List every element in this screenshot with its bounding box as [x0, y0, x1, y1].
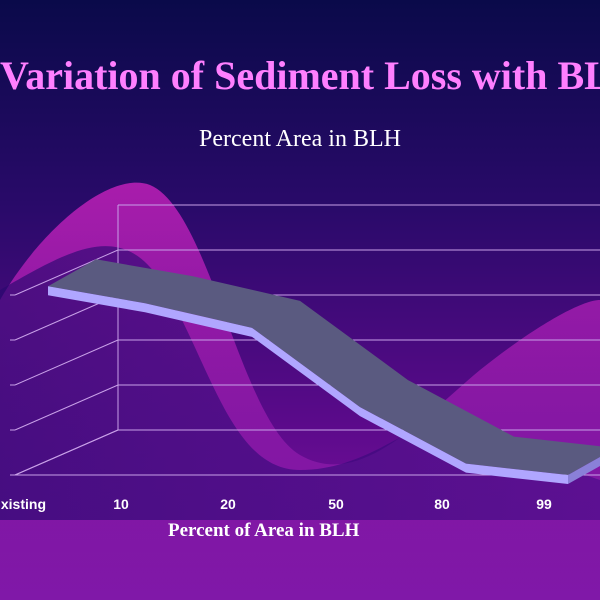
slide-title: Variation of Sediment Loss with BLH	[0, 53, 600, 98]
ribbon-top-surface	[48, 259, 600, 475]
gridline-depth	[14, 429, 119, 476]
x-tick-labels: xisting 10 20 50 80 99	[1, 496, 552, 512]
gridline-depth	[14, 339, 119, 386]
x-tick-label: 99	[536, 496, 552, 512]
data-point	[465, 462, 468, 465]
x-tick-label: 10	[113, 496, 129, 512]
chart-grid	[10, 204, 600, 476]
data-point	[251, 326, 254, 329]
chart-ribbon	[47, 259, 600, 484]
x-tick-label: 80	[434, 496, 450, 512]
chart-subtitle: Percent Area in BLH	[199, 126, 401, 152]
x-tick-label: xisting	[1, 496, 46, 512]
gridline-depth	[14, 249, 119, 296]
gridline-depth	[14, 384, 119, 431]
data-point	[47, 285, 50, 288]
x-tick-label: 20	[220, 496, 236, 512]
ribbon-end-face	[568, 457, 600, 484]
x-axis-label: Percent of Area in BLH	[168, 520, 360, 541]
data-point	[144, 302, 147, 305]
data-point	[567, 474, 570, 477]
data-point	[359, 406, 362, 409]
x-tick-label: 50	[328, 496, 344, 512]
